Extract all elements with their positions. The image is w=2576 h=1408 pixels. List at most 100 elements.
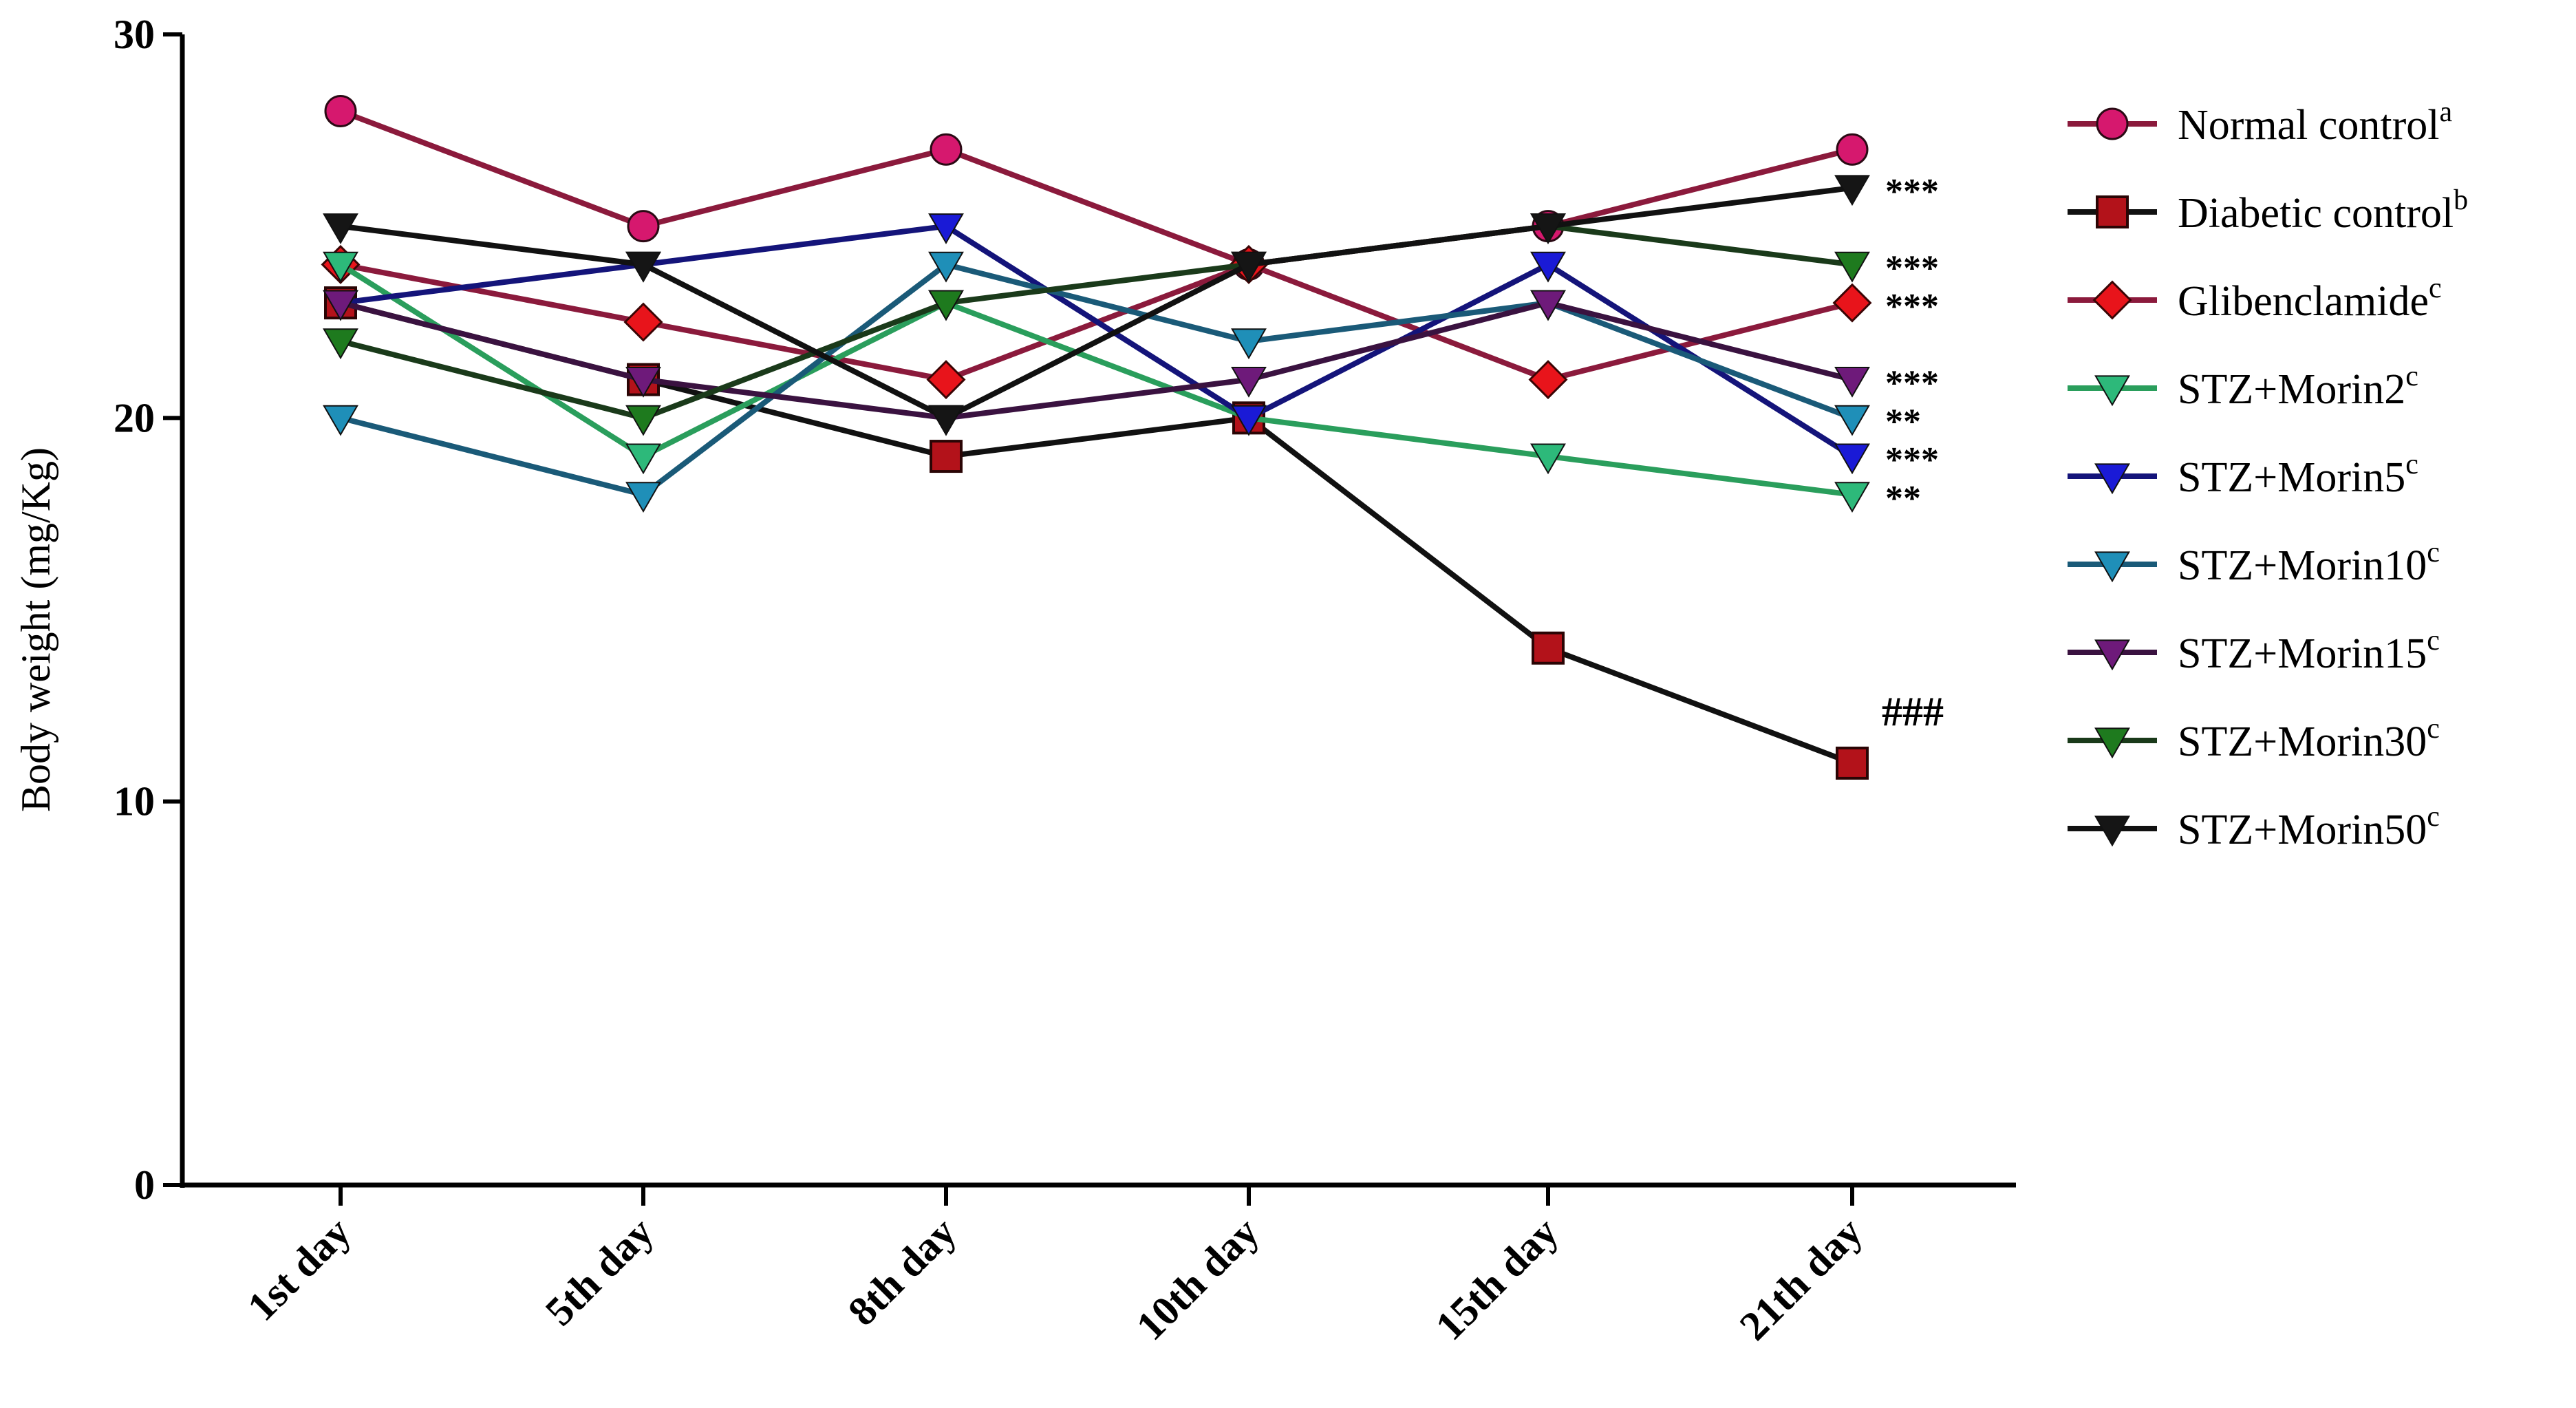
data-point [323, 213, 358, 244]
significance-label: *** [1885, 248, 1939, 288]
data-point [1836, 133, 1869, 166]
series-line [340, 300, 1853, 421]
series-line [340, 223, 1853, 421]
data-point [1532, 631, 1565, 665]
legend-label: Normal controla [2178, 96, 2453, 149]
data-point [1834, 251, 1870, 283]
legend-label: STZ+Morin50c [2178, 801, 2440, 853]
x-tick-label: 8th day [839, 1209, 965, 1334]
legend-superscript: c [2405, 449, 2418, 480]
data-point [1832, 283, 1872, 323]
y-tick-label: 20 [114, 395, 155, 440]
legend-item: STZ+Morin50c [2068, 801, 2440, 853]
y-tick-label: 10 [114, 779, 155, 824]
series-line [339, 262, 1853, 498]
data-point [1836, 746, 1869, 780]
legend-marker [2096, 195, 2129, 228]
data-point [928, 213, 964, 244]
legend-label: Glibenclamidec [2178, 273, 2442, 325]
significance-label: *** [1885, 172, 1939, 211]
data-point [625, 367, 661, 398]
data-point [928, 251, 964, 283]
legend-marker [2094, 815, 2130, 847]
legend-marker [2096, 107, 2129, 140]
series-line [340, 300, 1854, 766]
significance-label: *** [1885, 440, 1939, 480]
data-point [1530, 443, 1566, 475]
legend-item: STZ+Morin15c [2068, 625, 2440, 677]
data-point [323, 328, 358, 360]
legend-item: STZ+Morin5c [2068, 449, 2418, 501]
legend: Normal controla Diabetic controlb Glibencl… [2068, 96, 2468, 853]
legend-marker [2094, 551, 2130, 583]
data-point [1834, 175, 1870, 206]
legend-superscript: b [2454, 184, 2468, 216]
legend-marker [2094, 463, 2130, 495]
data-point [928, 290, 964, 321]
legend-item: Diabetic controlb [2068, 184, 2468, 237]
x-tick-label: 10th day [1128, 1209, 1267, 1349]
data-point [1530, 213, 1566, 244]
legend-label: STZ+Morin15c [2178, 625, 2440, 677]
legend-superscript: c [2427, 801, 2440, 833]
legend-marker [2094, 375, 2130, 407]
legend-marker [2094, 727, 2130, 759]
data-point [1834, 482, 1870, 513]
x-tick-label: 21th day [1731, 1209, 1871, 1349]
data-point [1530, 290, 1566, 321]
legend-label: STZ+Morin5c [2178, 449, 2418, 501]
series-line [340, 223, 1854, 459]
data-point [625, 443, 661, 475]
data-point [1834, 443, 1870, 475]
significance-label: ** [1885, 479, 1921, 518]
significance-label: ** [1885, 402, 1921, 441]
series-stz-morin10 [323, 251, 1870, 513]
legend-item: Normal controla [2068, 96, 2453, 149]
legend-superscript: c [2427, 713, 2440, 745]
data-point [1528, 360, 1568, 400]
series-line [340, 184, 1853, 421]
significance-label: *** [1885, 364, 1939, 403]
legend-superscript: c [2427, 625, 2440, 657]
legend-label: STZ+Morin30c [2178, 713, 2440, 765]
annotations: ###******************* [1882, 172, 1944, 734]
legend-superscript: c [2427, 537, 2440, 568]
data-point [625, 251, 661, 283]
data-point [1834, 367, 1870, 398]
x-tick-label: 5th day [537, 1209, 662, 1334]
data-point [928, 405, 964, 436]
legend-superscript: a [2440, 96, 2453, 128]
legend-item: Glibenclamidec [2068, 273, 2442, 325]
data-point [930, 133, 963, 166]
legend-item: STZ+Morin30c [2068, 713, 2440, 765]
legend-marker [2092, 280, 2132, 320]
series-layer [321, 94, 1872, 780]
data-point [926, 360, 966, 400]
y-tick-label: 30 [114, 12, 155, 57]
legend-label: Diabetic controlb [2178, 184, 2468, 237]
data-point [930, 440, 963, 473]
data-point [625, 405, 661, 436]
significance-label: *** [1885, 287, 1939, 326]
data-point [1834, 405, 1870, 436]
data-point [1231, 328, 1267, 360]
data-point [323, 405, 358, 436]
data-point [623, 302, 663, 342]
data-point [627, 210, 660, 243]
axes: 0 10 20 30 1st day 5th day 8th day 10th day 15th… [114, 12, 2016, 1349]
x-tick-label: 15th day [1427, 1209, 1567, 1349]
series-line [340, 262, 1854, 498]
significance-label: ### [1882, 689, 1944, 734]
data-point [1530, 251, 1566, 283]
legend-label: STZ+Morin2c [2178, 361, 2418, 413]
series-stz-morin5 [323, 213, 1870, 475]
legend-item: STZ+Morin10c [2068, 537, 2440, 589]
data-point [323, 251, 358, 283]
legend-label: STZ+Morin10c [2178, 537, 2440, 589]
data-point [324, 94, 357, 127]
data-point [625, 482, 661, 513]
legend-superscript: c [2405, 361, 2418, 392]
series-line [339, 108, 1853, 268]
data-point [1231, 251, 1267, 283]
